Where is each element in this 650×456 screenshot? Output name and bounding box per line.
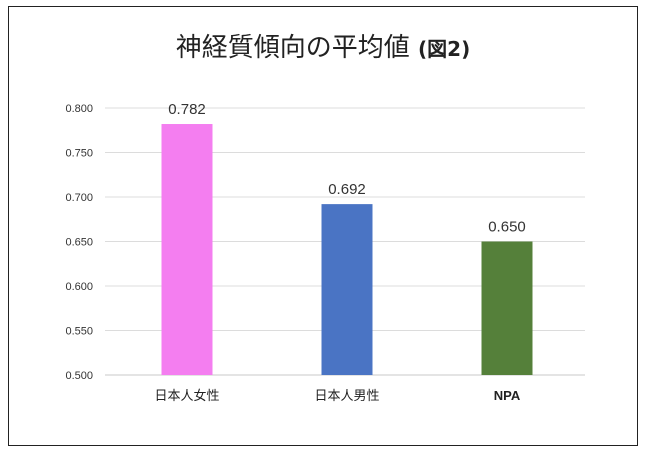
- y-tick-label-4: 0.700: [65, 192, 93, 204]
- data-label-1: 0.692: [328, 181, 366, 198]
- y-tick-label-5: 0.750: [65, 148, 93, 160]
- x-category-label-0: 日本人女性: [154, 388, 219, 404]
- y-tick-label-0: 0.500: [65, 370, 93, 382]
- bar-2: [481, 241, 533, 375]
- chart-title-main: 神経質傾向の平均値: [175, 33, 410, 63]
- y-tick-label-6: 0.800: [65, 103, 93, 115]
- bar-1: [321, 204, 373, 375]
- data-label-2: 0.650: [488, 219, 526, 236]
- y-tick-label-1: 0.550: [65, 326, 93, 338]
- bar-0: [161, 124, 213, 376]
- x-category-label-1: 日本人男性: [314, 389, 379, 404]
- x-category-label-2: NPA: [494, 388, 521, 403]
- data-label-0: 0.782: [168, 101, 206, 118]
- y-tick-label-2: 0.600: [65, 281, 93, 293]
- chart-title: 神経質傾向の平均値 (図2): [9, 27, 637, 64]
- y-tick-label-3: 0.650: [65, 237, 93, 249]
- chart-title-suffix: (図2): [418, 37, 471, 61]
